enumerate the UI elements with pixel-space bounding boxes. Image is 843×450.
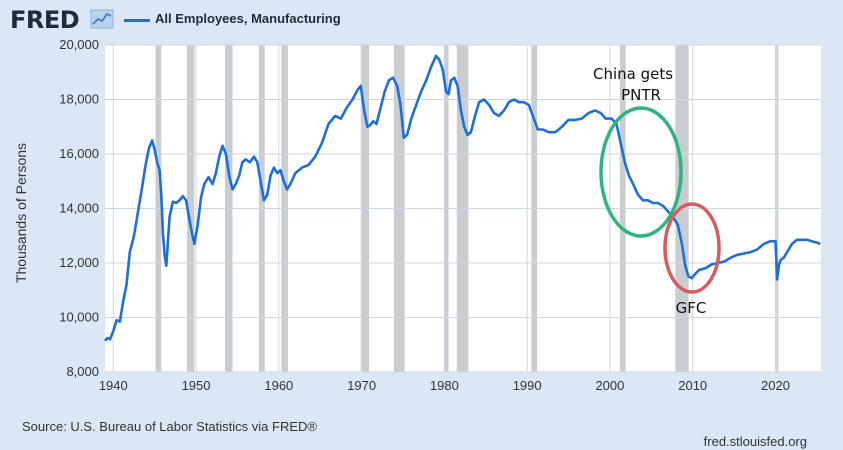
- x-tick-label: 1960: [264, 378, 293, 393]
- x-tick-label: 1990: [513, 378, 542, 393]
- y-axis-label: Thousands of Persons: [13, 143, 29, 283]
- y-tick-label: 16,000: [59, 146, 99, 161]
- site-link[interactable]: fred.stlouisfed.org: [703, 434, 807, 449]
- source-note: Source: U.S. Bureau of Labor Statistics …: [22, 419, 317, 434]
- x-tick-label: 2000: [595, 378, 624, 393]
- y-tick-labels: 8,000 10,000 12,000 14,000 16,000 18,000 20,00…: [59, 37, 99, 379]
- annotations: China gets PNTR GFC: [593, 65, 721, 317]
- china-annotation-line2: PNTR: [621, 86, 661, 104]
- chart-header: FRED All Employees, Manufacturing: [0, 0, 843, 40]
- y-tick-label: 12,000: [59, 255, 99, 270]
- x-tick-labels: 1940 1950 1960 1970 1980 1990 2000 2010 2020: [99, 378, 790, 393]
- fred-logo: FRED: [10, 6, 80, 34]
- gfc-circle: [663, 202, 721, 294]
- china-annotation-line1: China gets: [593, 65, 673, 83]
- legend-swatch: [124, 19, 150, 22]
- y-tick-label: 8,000: [66, 364, 99, 379]
- x-tick-label: 2020: [761, 378, 790, 393]
- x-tick-label: 1940: [99, 378, 128, 393]
- x-tick-label: 1970: [347, 378, 376, 393]
- y-tick-label: 14,000: [59, 201, 99, 216]
- x-tick-label: 1950: [182, 378, 211, 393]
- series-line-0: [104, 54, 821, 342]
- y-tick-label: 10,000: [59, 310, 99, 325]
- x-tick-label: 1980: [430, 378, 459, 393]
- x-tick-label: 2010: [678, 378, 707, 393]
- gfc-annotation: GFC: [676, 299, 707, 317]
- y-tick-label: 20,000: [59, 37, 99, 52]
- y-tick-label: 18,000: [59, 92, 99, 107]
- trend-line-icon: [90, 9, 114, 29]
- legend-label: All Employees, Manufacturing: [155, 11, 341, 26]
- gridlines: [105, 44, 821, 373]
- series-layer: [104, 54, 821, 342]
- china-pntr-circle: [599, 106, 683, 238]
